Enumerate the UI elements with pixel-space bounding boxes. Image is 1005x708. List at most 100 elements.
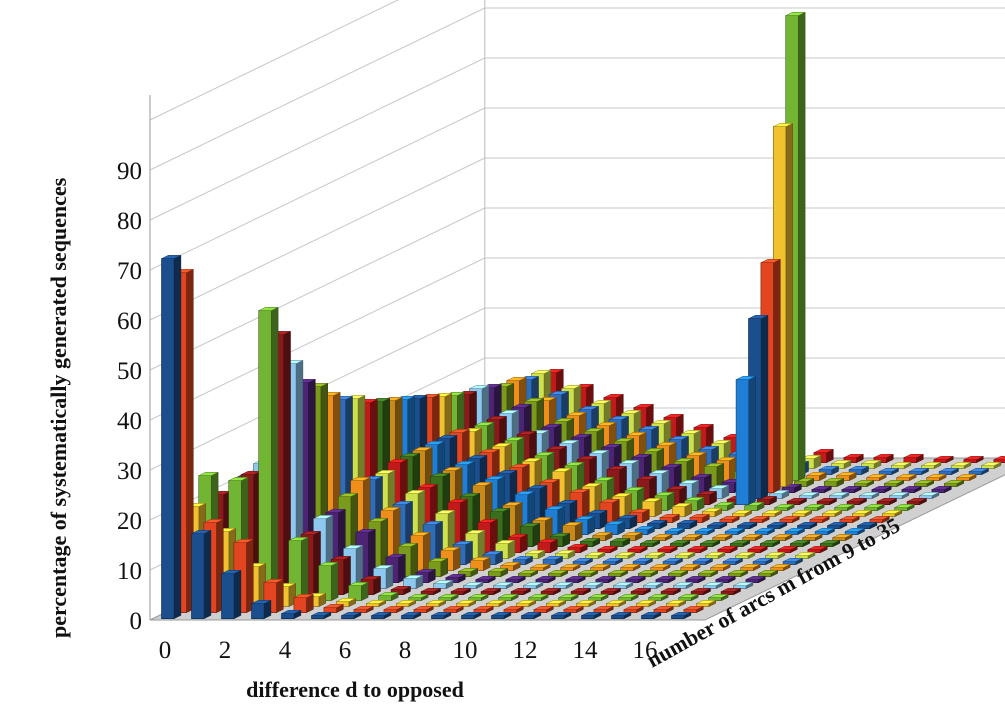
bar-d13-m10 bbox=[563, 605, 584, 614]
bar-d17-m9 bbox=[671, 611, 692, 620]
bar-d16-m19 bbox=[765, 551, 786, 560]
bar-d2-m9 bbox=[221, 569, 242, 620]
bar-d16-m27 bbox=[864, 503, 885, 512]
x-tick-label: 14 bbox=[573, 637, 599, 664]
bar-d16-m23 bbox=[814, 527, 835, 536]
bar-d11-m21 bbox=[639, 539, 660, 548]
bar-d17-m15 bbox=[745, 575, 766, 584]
y-tick-label: 60 bbox=[117, 308, 142, 335]
x-axis-ticks: 0 2 4 6 8 10 12 14 16 bbox=[159, 637, 658, 664]
bar-d13-m15 bbox=[625, 575, 646, 584]
bar-d11-m14 bbox=[553, 581, 574, 590]
bar-d14-m11 bbox=[605, 599, 626, 608]
x-axis-label: difference d to opposed bbox=[246, 677, 464, 702]
bar-d17-m17 bbox=[770, 563, 791, 572]
bar-d14-m28 bbox=[816, 497, 837, 506]
y-tick-label: 20 bbox=[117, 508, 142, 535]
bar-d14-m35 bbox=[903, 453, 924, 464]
bar-d10-m21 bbox=[609, 537, 630, 548]
bar-d11-m18 bbox=[602, 557, 623, 566]
bar-d1-m9 bbox=[191, 529, 212, 620]
bar-d16-m25 bbox=[839, 515, 860, 524]
side-gridline bbox=[149, 7, 486, 171]
bar-d12-m12 bbox=[558, 593, 579, 602]
bar-d10-m15 bbox=[535, 575, 556, 584]
bar-d12-m15 bbox=[595, 575, 616, 584]
bar-d17-m21 bbox=[819, 539, 840, 548]
bar-d14-m13 bbox=[630, 587, 651, 596]
bar-d9-m15 bbox=[505, 575, 526, 584]
bar-d14-m30 bbox=[841, 485, 862, 494]
bar-d12-m26 bbox=[731, 509, 752, 518]
bar-d12-m14 bbox=[583, 581, 604, 590]
bar-d6-m9 bbox=[341, 611, 362, 620]
bar-d14-m23 bbox=[754, 527, 775, 536]
bar-d17-m12 bbox=[708, 593, 729, 602]
bar-d9-m17 bbox=[530, 563, 551, 572]
bar-d3-m9 bbox=[251, 599, 272, 620]
bar-d17-m14 bbox=[733, 581, 754, 590]
chart-bars bbox=[161, 11, 1005, 620]
bar-d17-m27 bbox=[894, 503, 915, 512]
y-axis-ticks: 0 10 20 30 40 50 60 70 80 90 bbox=[117, 158, 142, 635]
bar-d17-m31 bbox=[943, 479, 964, 488]
bar-d8-m9 bbox=[401, 611, 422, 620]
bar-d11-m15 bbox=[565, 575, 586, 584]
bar-d17-m19 bbox=[795, 551, 816, 560]
y-axis-label: percentage of systematically generated s… bbox=[46, 177, 71, 638]
bar-d16-m13 bbox=[690, 587, 711, 596]
bar-d4-m10 bbox=[293, 593, 314, 614]
bar-d11-m19 bbox=[615, 551, 636, 560]
bar-d15-m27 bbox=[834, 503, 855, 512]
x-tick-label: 2 bbox=[219, 637, 232, 664]
bar-d15-m31 bbox=[883, 479, 904, 488]
bar-d12-m22 bbox=[682, 533, 703, 542]
bar-d9-m18 bbox=[542, 555, 563, 566]
bar-d11-m16 bbox=[577, 569, 598, 578]
bar-d16-m29 bbox=[889, 491, 910, 500]
y-tick-label: 30 bbox=[117, 458, 142, 485]
bar-d9-m22 bbox=[592, 531, 613, 542]
bar-d11-m13 bbox=[540, 587, 561, 596]
bar-d15-m30 bbox=[871, 485, 892, 494]
bar-d15-m33 bbox=[908, 467, 929, 476]
y-tick-label: 10 bbox=[117, 558, 142, 585]
bar-d16-m35 bbox=[963, 455, 984, 464]
bar-d16-m20 bbox=[777, 545, 798, 554]
bar-d16-m30 bbox=[901, 485, 922, 494]
bar-d16-m28 bbox=[876, 497, 897, 506]
bar-d13-m16 bbox=[637, 569, 658, 578]
bar-d13-m24 bbox=[737, 521, 758, 530]
bar-d12-m9 bbox=[521, 611, 542, 620]
bar-d10-m17 bbox=[560, 563, 581, 572]
bar-d9-m9 bbox=[431, 611, 452, 620]
bar-d16-m22 bbox=[802, 533, 823, 542]
bar-d14-m21 bbox=[729, 539, 750, 548]
bar-d14-m17 bbox=[680, 563, 701, 572]
bar-d0-m9 bbox=[161, 254, 182, 620]
bar-d12-m17 bbox=[620, 563, 641, 572]
side-gridline bbox=[149, 57, 486, 221]
side-gridline bbox=[149, 207, 486, 371]
bar-d15-m16 bbox=[697, 569, 718, 578]
bar-d17-m35 bbox=[993, 456, 1005, 463]
bar-d7-m14 bbox=[433, 579, 454, 590]
bar-d13-m20 bbox=[687, 545, 708, 554]
bar-d16-m34 bbox=[951, 461, 972, 470]
bar-d8-m14 bbox=[463, 581, 484, 590]
bar-d10-m16 bbox=[547, 569, 568, 578]
bar-d6-m10 bbox=[353, 605, 374, 614]
bar-d9-m26 bbox=[641, 497, 662, 518]
bar-d16-m9 bbox=[641, 611, 662, 620]
bar-d15-m9 bbox=[611, 611, 632, 620]
bar-d13-m14 bbox=[613, 581, 634, 590]
bar-d15-m11 bbox=[635, 599, 656, 608]
bar-d11-m23 bbox=[664, 527, 685, 536]
bar-d15-m24 bbox=[797, 521, 818, 530]
bar-d16-m24 bbox=[827, 521, 848, 530]
bar-d6-m13 bbox=[390, 585, 411, 596]
bar-d15-m32 bbox=[896, 473, 917, 482]
bar-d15-m25 bbox=[809, 515, 830, 524]
bar-d15-m26 bbox=[821, 509, 842, 518]
bar-d7-m16 bbox=[457, 567, 478, 578]
